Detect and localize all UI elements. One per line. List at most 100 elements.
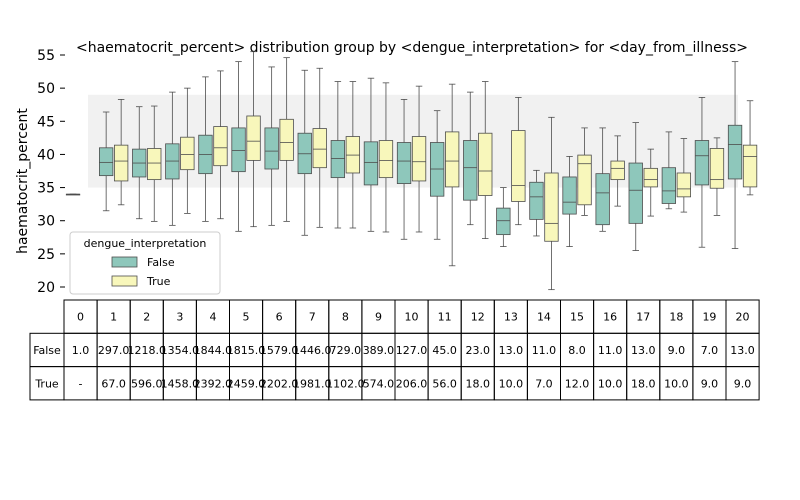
legend-title: dengue_interpretation [84, 237, 207, 250]
iqr-box [544, 172, 559, 242]
iqr-box [709, 148, 725, 189]
iqr-box [246, 115, 261, 161]
iqr-box [330, 140, 346, 179]
table-cell-text: 297.0 [98, 344, 130, 357]
table-cell-text: 9.0 [734, 377, 752, 390]
iqr-box [378, 140, 394, 179]
box-false-day-11 [429, 110, 445, 240]
iqr-box [529, 181, 544, 220]
table-header-text: 9 [375, 311, 382, 324]
chart-title: <haematocrit_percent> distribution group… [76, 40, 748, 56]
table-cell-text: 574.0 [363, 377, 395, 390]
legend: dengue_interpretation False True [69, 231, 221, 295]
box-false-day-17 [628, 122, 643, 251]
box-true-day-8 [345, 81, 361, 229]
table-cell-text: 7.0 [701, 344, 719, 357]
box-true-day-6 [279, 57, 294, 222]
table-header-text: 2 [143, 311, 150, 324]
box-false-day-3 [165, 91, 180, 226]
table-header-text: 8 [342, 311, 349, 324]
legend-label-true: True [146, 275, 171, 288]
table-header-text: 0 [77, 311, 84, 324]
table-cell-text: 127.0 [396, 344, 428, 357]
table-cell-text: - [79, 377, 83, 390]
table-header-text: 17 [636, 311, 650, 324]
box-true-day-9 [378, 82, 394, 233]
iqr-box [444, 131, 460, 188]
table-header-text: 20 [736, 311, 750, 324]
table-cell-text: 11.0 [598, 344, 623, 357]
box-false-day-1 [99, 111, 114, 212]
box-true-day-12 [478, 81, 493, 240]
iqr-box [742, 144, 758, 188]
legend-swatch-false [111, 256, 138, 268]
table-cell-text: 2202.0 [260, 377, 299, 390]
box-false-day-15 [562, 156, 577, 247]
table-cell-text: 11.0 [532, 344, 557, 357]
box-false-day-8 [330, 81, 346, 229]
box-false-day-0 [65, 193, 81, 196]
iqr-box [99, 147, 114, 177]
table-cell-text: 389.0 [363, 344, 395, 357]
legend-label-false: False [147, 256, 175, 269]
table-cell-text: 67.0 [101, 377, 126, 390]
y-tick-label: 50 [37, 81, 55, 97]
table-cell-text: 1446.0 [293, 344, 332, 357]
iqr-box [496, 207, 511, 236]
box-true-day-16 [610, 135, 625, 207]
iqr-box [231, 127, 246, 173]
iqr-box [363, 141, 379, 186]
table-header-text: 14 [537, 311, 551, 324]
table-cell-text: 729.0 [330, 344, 362, 357]
iqr-box [279, 118, 294, 161]
box-true-day-1 [114, 99, 129, 206]
box-true-day-2 [147, 105, 162, 222]
table-cell-text: 9.0 [668, 344, 686, 357]
table-header-text: 7 [309, 311, 316, 324]
table-cell-text: 206.0 [396, 377, 428, 390]
iqr-box [312, 128, 327, 169]
iqr-box [180, 136, 195, 171]
iqr-box [114, 144, 129, 182]
iqr-box [727, 124, 743, 180]
table-cell-text: 23.0 [466, 344, 491, 357]
iqr-box [213, 126, 228, 167]
table-cell-text: 12.0 [565, 377, 590, 390]
table-cell-text: 1579.0 [260, 344, 299, 357]
iqr-box [628, 162, 643, 224]
table-cell-text: 7.0 [535, 377, 553, 390]
table-cell-text: 1981.0 [293, 377, 332, 390]
iqr-box [610, 160, 625, 181]
table-cell-text: 13.0 [730, 344, 755, 357]
table-header-text: 5 [243, 311, 250, 324]
table-row-label: True [34, 377, 59, 390]
table-header-text: 3 [176, 311, 183, 324]
iqr-box [562, 176, 577, 215]
box-false-day-4 [198, 76, 213, 222]
table-cell-text: 10.0 [664, 377, 689, 390]
iqr-box [264, 127, 279, 170]
box-true-day-19 [709, 137, 725, 216]
y-tick-label: 40 [37, 147, 55, 163]
table-header-text: 18 [669, 311, 683, 324]
table-cell-text: 10.0 [598, 377, 623, 390]
table-header-text: 11 [438, 311, 452, 324]
box-false-day-7 [297, 69, 312, 236]
iqr-box [643, 167, 658, 188]
box-true-day-5 [246, 51, 261, 228]
box-true-day-17 [643, 148, 658, 217]
table-cell-text: 1844.0 [194, 344, 233, 357]
y-tick-label: 55 [37, 48, 55, 64]
table-header-text: 4 [209, 311, 216, 324]
table-cell-text: 2392.0 [194, 377, 233, 390]
table-row-label: False [33, 344, 61, 357]
table-cell-text: 1458.0 [161, 377, 200, 390]
table-cell-text: 1815.0 [227, 344, 266, 357]
box-true-day-10 [411, 85, 427, 233]
box-false-day-13 [496, 187, 511, 247]
box-true-day-7 [312, 67, 327, 228]
y-tick-label: 35 [37, 181, 55, 197]
box-false-day-14 [529, 169, 544, 237]
table-cell-text: 18.0 [466, 377, 491, 390]
